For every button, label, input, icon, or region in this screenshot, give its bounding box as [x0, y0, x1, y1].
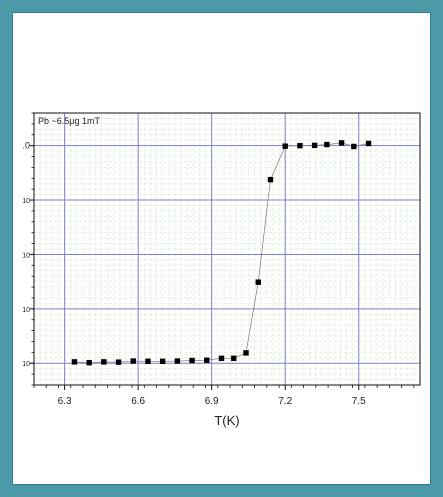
data-point: [71, 359, 78, 365]
x-tick-label: 7.2: [278, 396, 292, 407]
data-point: [130, 358, 136, 364]
y-tick-label: 10: [22, 307, 30, 314]
x-tick-label: 6.9: [205, 396, 219, 407]
data-point: [218, 355, 225, 362]
data-point: [159, 358, 166, 365]
data-point: [338, 140, 345, 146]
data-point: [101, 359, 107, 365]
data-point: [267, 176, 274, 183]
data-point: [145, 358, 151, 365]
x-tick-label: 7.5: [352, 396, 366, 407]
series-layer: [71, 140, 372, 366]
data-point: [297, 142, 303, 149]
data-point: [255, 279, 261, 285]
data-point: [351, 143, 357, 150]
data-point: [231, 355, 237, 362]
y-tick-label: 10: [22, 252, 30, 259]
x-tick-label: 6.6: [131, 396, 145, 407]
axis-layer: 6.3 6.6 6.9 7.2 7.5 .0 10 10 10 10: [22, 112, 415, 407]
x-tick-label: 6.3: [58, 396, 72, 407]
data-point: [174, 358, 181, 364]
chart-annotation: Pb ~6.5μg 1mT: [38, 116, 100, 126]
data-point: [115, 359, 122, 365]
data-point: [311, 142, 318, 149]
data-point: [324, 141, 330, 148]
data-point: [365, 140, 372, 147]
data-point: [204, 357, 210, 363]
data-point: [243, 350, 249, 356]
x-axis-label: T(K): [214, 413, 239, 428]
data-point: [189, 357, 195, 364]
plot-frame: [33, 112, 421, 386]
data-point: [86, 359, 92, 366]
data-point: [282, 143, 288, 149]
series-line: [74, 142, 369, 364]
y-tick-label: 10: [22, 361, 30, 368]
grid-layer: [34, 113, 420, 385]
y-tick-label: 10: [22, 198, 30, 205]
y-tick-label: .0: [22, 141, 30, 151]
